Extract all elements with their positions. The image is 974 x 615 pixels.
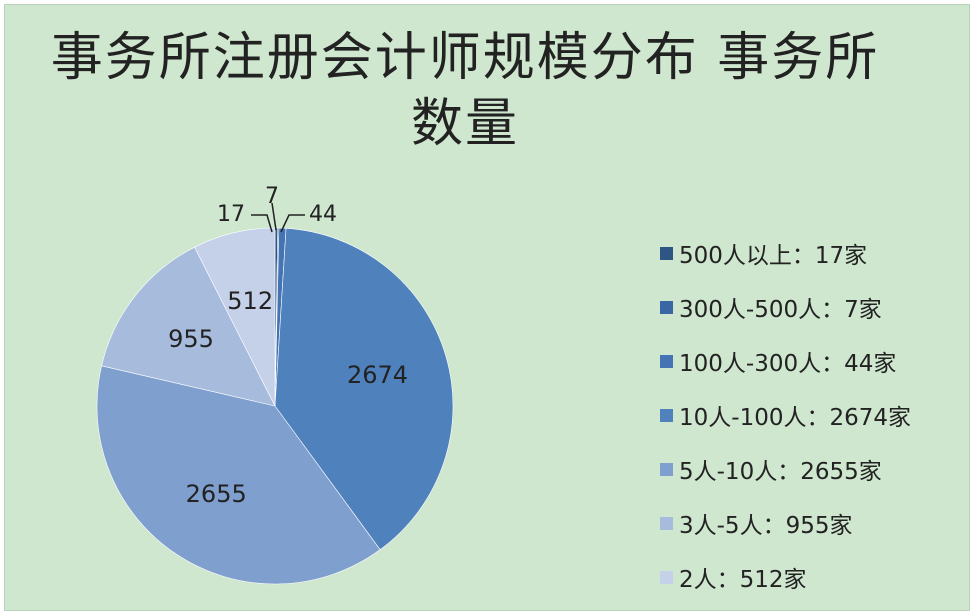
legend-item: 5人-10人：2655家 <box>660 447 970 491</box>
legend-swatch <box>660 300 673 314</box>
chart-title: 事务所注册会计师规模分布 事务所数量 <box>50 28 880 154</box>
data-label: 17 <box>217 202 245 227</box>
legend-item: 10人-100人：2674家 <box>660 393 970 437</box>
legend-item: 2人：512家 <box>660 555 970 599</box>
pie-chart: 2674 2655 955 512 17 7 44 <box>96 184 454 585</box>
data-label: 7 <box>265 184 279 209</box>
legend-item: 300人-500人：7家 <box>660 285 970 329</box>
pie-slice <box>96 365 381 585</box>
legend-item: 3人-5人：955家 <box>660 501 970 545</box>
leader-line <box>271 202 277 231</box>
leader-line <box>280 214 305 233</box>
pie-slice <box>194 227 276 407</box>
leader-line <box>251 214 273 233</box>
legend-swatch <box>660 354 673 368</box>
legend-swatch <box>660 408 673 422</box>
legend-label: 3人-5人：955家 <box>679 513 853 539</box>
legend-label: 2人：512家 <box>679 567 807 593</box>
pie-slice <box>274 228 454 551</box>
data-label: 44 <box>309 202 337 227</box>
pie-slice <box>101 246 276 407</box>
chart-area: 事务所注册会计师规模分布 事务所数量 2674 2655 955 512 17 7 44 5… <box>4 4 970 611</box>
legend-label: 5人-10人：2655家 <box>679 459 882 485</box>
legend-label: 500人以上：17家 <box>679 243 868 269</box>
legend: 500人以上：17家 300人-500人：7家 100人-300人：44家 10… <box>660 231 970 609</box>
legend-label: 300人-500人：7家 <box>679 297 882 323</box>
data-label: 2674 <box>347 361 408 389</box>
legend-swatch <box>660 246 673 260</box>
data-label: 512 <box>227 287 273 315</box>
data-label: 2655 <box>186 480 247 508</box>
legend-swatch <box>660 570 673 584</box>
legend-swatch <box>660 462 673 476</box>
legend-item: 100人-300人：44家 <box>660 339 970 383</box>
legend-item: 500人以上：17家 <box>660 231 970 275</box>
legend-label: 10人-100人：2674家 <box>679 405 911 431</box>
legend-swatch <box>660 516 673 530</box>
legend-label: 100人-300人：44家 <box>679 351 897 377</box>
data-label: 955 <box>168 325 214 353</box>
